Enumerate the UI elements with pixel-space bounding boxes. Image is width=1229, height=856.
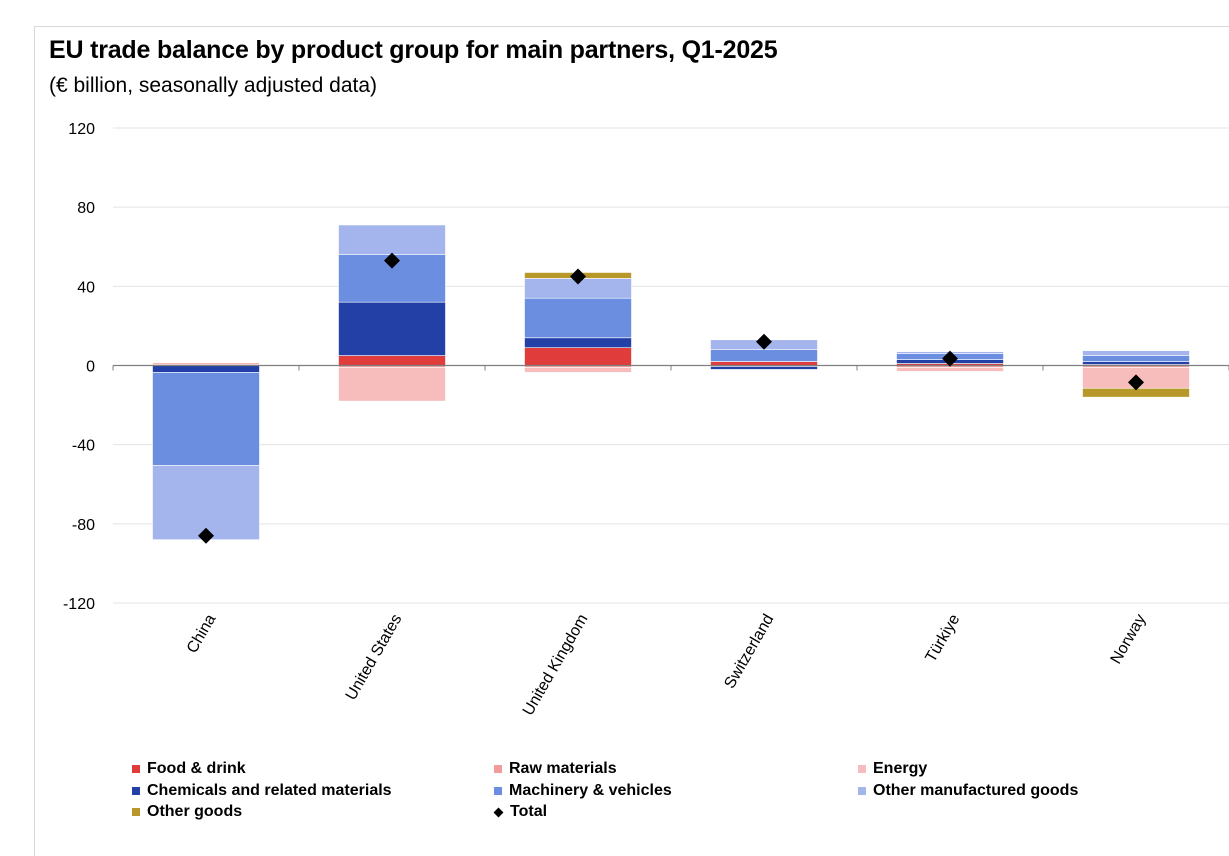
total-marker bbox=[198, 527, 214, 544]
legend-label: Raw materials bbox=[509, 760, 617, 777]
x-category-label: China bbox=[184, 611, 220, 656]
chart-subtitle: (€ billion, seasonally adjusted data) bbox=[49, 74, 378, 97]
bar-segment bbox=[338, 355, 446, 366]
x-category-label: United Kingdom bbox=[520, 612, 592, 719]
x-category-label: Norway bbox=[1108, 612, 1150, 667]
x-category-label: Türkiye bbox=[923, 611, 964, 665]
y-tick-label: 80 bbox=[77, 200, 95, 217]
y-tick-label: -40 bbox=[72, 438, 95, 455]
legend-item-raw-materials: Raw materials bbox=[494, 760, 617, 778]
legend-label: Chemicals and related materials bbox=[147, 782, 392, 799]
legend-label: Food & drink bbox=[147, 760, 246, 777]
legend-label: Other goods bbox=[147, 803, 243, 820]
y-tick-label: -120 bbox=[63, 596, 95, 613]
bar-segment bbox=[896, 367, 1004, 372]
bar-segment bbox=[1082, 350, 1190, 356]
legend-label: Other manufactured goods bbox=[873, 782, 1079, 799]
total-marker bbox=[570, 268, 586, 285]
bar-segment bbox=[524, 367, 632, 373]
legend-item-other-goods: Other goods bbox=[132, 803, 242, 821]
bar-segment bbox=[152, 465, 260, 540]
bar-segment bbox=[524, 347, 632, 366]
bar-segment bbox=[1082, 361, 1190, 365]
chart-frame bbox=[34, 26, 1229, 856]
chart-legend: Food & drink Raw materials Energy Chemic… bbox=[132, 760, 1132, 826]
legend-item-food-drink: Food & drink bbox=[132, 760, 246, 778]
chart-plot: 120 80 40 0 -40 -80 -120 China United States Unit… bbox=[63, 121, 1229, 719]
legend-label: Total bbox=[510, 803, 548, 820]
x-category-label: United States bbox=[343, 612, 406, 704]
legend-item-other-manufactured: Other manufactured goods bbox=[858, 782, 1078, 800]
legend-swatch bbox=[858, 765, 866, 773]
legend-swatch bbox=[858, 787, 866, 795]
bar-segment bbox=[710, 366, 818, 370]
bar-segment bbox=[338, 301, 446, 356]
bar-segment bbox=[338, 367, 446, 402]
bar-segment bbox=[152, 365, 260, 373]
total-marker bbox=[384, 252, 400, 269]
legend-diamond-marker bbox=[493, 807, 504, 817]
y-tick-label: 40 bbox=[77, 279, 95, 296]
legend-label: Energy bbox=[873, 760, 928, 777]
x-category-label: Switzerland bbox=[721, 612, 777, 692]
total-marker bbox=[756, 333, 772, 350]
legend-label: Machinery & vehicles bbox=[509, 782, 672, 799]
total-marker bbox=[1128, 374, 1144, 391]
y-tick-label: 0 bbox=[86, 359, 95, 376]
legend-swatch bbox=[132, 787, 140, 795]
y-tick-label: 120 bbox=[68, 121, 95, 138]
bar-segment bbox=[524, 337, 632, 348]
legend-swatch bbox=[132, 765, 140, 773]
legend-swatch bbox=[494, 765, 502, 773]
bar-segment bbox=[524, 297, 632, 339]
chart-title: EU trade balance by product group for ma… bbox=[49, 36, 778, 64]
legend-swatch bbox=[132, 808, 140, 816]
bar-segment bbox=[710, 349, 818, 362]
legend-item-chemicals: Chemicals and related materials bbox=[132, 782, 392, 800]
legend-item-machinery: Machinery & vehicles bbox=[494, 782, 672, 800]
bar-segment bbox=[152, 372, 260, 466]
bar-segment bbox=[338, 224, 446, 255]
legend-swatch bbox=[494, 787, 502, 795]
legend-item-energy: Energy bbox=[858, 760, 927, 778]
total-marker bbox=[942, 350, 958, 367]
bar-segment bbox=[152, 362, 260, 365]
y-tick-label: -80 bbox=[72, 517, 95, 534]
bar-segment bbox=[1082, 355, 1190, 362]
legend-item-total: Total bbox=[493, 803, 548, 821]
